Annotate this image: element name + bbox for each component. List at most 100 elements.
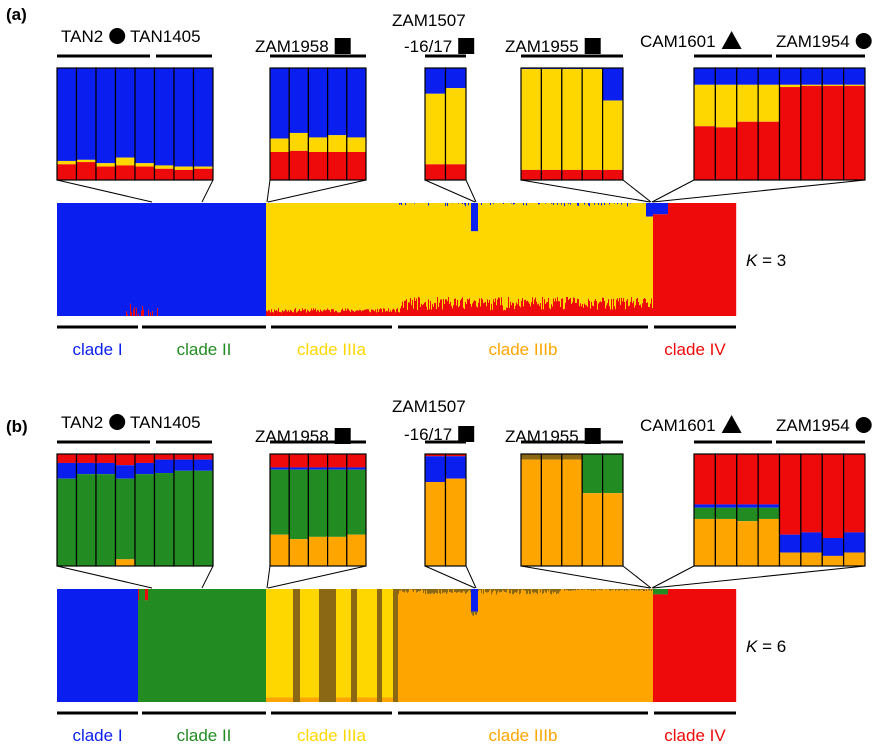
structure-column-brown xyxy=(625,589,627,590)
structure-column-yellow xyxy=(272,203,274,312)
inset-bar-green xyxy=(346,469,366,535)
structure-column-blue xyxy=(60,589,62,702)
structure-column-blue xyxy=(212,203,214,316)
structure-column-orange xyxy=(479,590,481,702)
structure-column-orange xyxy=(549,589,551,702)
filled-circle-icon xyxy=(855,417,872,433)
structure-column-yellow xyxy=(367,203,369,310)
structure-column-brown xyxy=(560,589,562,591)
structure-column-yellow xyxy=(318,589,320,698)
structure-column-red xyxy=(682,589,684,702)
structure-column-yellow xyxy=(509,203,511,309)
structure-column-yellow xyxy=(311,589,313,698)
structure-column-blue xyxy=(254,203,256,316)
structure-column-orange xyxy=(573,590,575,702)
structure-column-orange xyxy=(490,589,492,702)
structure-column-yellow xyxy=(352,203,354,311)
inset-bar-red xyxy=(694,454,716,505)
structure-column-yellow xyxy=(424,203,426,303)
structure-column-red xyxy=(564,308,566,316)
structure-column-yellow xyxy=(315,589,317,698)
structure-column-yellow xyxy=(584,204,586,304)
structure-column-brown xyxy=(422,589,424,591)
structure-column-red xyxy=(733,203,735,316)
structure-column-orange xyxy=(498,590,500,702)
structure-column-red xyxy=(501,297,503,316)
structure-column-orange xyxy=(531,589,533,702)
structure-column-orange xyxy=(274,697,276,702)
structure-column-blue xyxy=(115,589,117,702)
structure-column-orange xyxy=(539,589,541,702)
structure-column-orange xyxy=(563,589,565,702)
inset-bar-yellow xyxy=(193,166,213,169)
structure-column-blue xyxy=(136,589,138,702)
structure-column-green xyxy=(199,589,201,702)
population-label-zam1954: ZAM1954 xyxy=(776,32,850,51)
structure-column-yellow xyxy=(414,203,416,298)
inset-bar-green xyxy=(270,469,290,535)
inset-bar-outline xyxy=(601,453,624,567)
structure-column-blue xyxy=(60,203,62,316)
structure-column-red xyxy=(147,589,149,601)
structure-column-blue xyxy=(239,203,241,316)
structure-column-orange xyxy=(343,697,345,702)
structure-column-yellow xyxy=(492,203,494,310)
inset-bar-yellow xyxy=(694,84,716,127)
structure-column-red xyxy=(637,297,639,316)
structure-column-green xyxy=(264,589,266,702)
zoom-connector xyxy=(520,565,651,589)
structure-column-brown xyxy=(638,589,640,591)
structure-column-blue xyxy=(617,203,619,205)
structure-column-yellow xyxy=(544,203,546,300)
structure-column-yellow xyxy=(557,204,559,298)
structure-column-red xyxy=(665,594,667,702)
structure-column-blue xyxy=(156,203,158,316)
structure-column-orange xyxy=(405,590,407,702)
structure-column-red xyxy=(325,310,327,316)
structure-column-red xyxy=(723,589,725,702)
inset-bar-blue xyxy=(115,465,135,479)
structure-column-blue xyxy=(646,203,648,217)
structure-column-blue xyxy=(129,589,131,702)
structure-column-blue xyxy=(208,203,210,316)
structure-column-orange xyxy=(457,592,459,702)
structure-column-red xyxy=(141,310,143,316)
structure-column-red xyxy=(710,203,712,316)
structure-column-orange xyxy=(428,594,430,702)
structure-column-blue xyxy=(475,203,477,232)
structure-column-blue xyxy=(77,203,79,316)
structure-column-green xyxy=(170,589,172,702)
structure-column-blue xyxy=(134,203,136,308)
structure-column-green xyxy=(224,589,226,702)
structure-column-red xyxy=(465,301,467,316)
structure-column-yellow xyxy=(342,589,344,698)
structure-column-red xyxy=(687,589,689,702)
structure-column-yellow xyxy=(320,203,322,310)
structure-column-red xyxy=(366,309,368,316)
structure-column-brown xyxy=(519,589,521,595)
inset-bar-blue xyxy=(96,68,116,164)
structure-column-blue xyxy=(258,203,260,316)
structure-column-yellow xyxy=(608,203,610,300)
structure-column-blue xyxy=(138,203,140,314)
structure-column-green xyxy=(207,589,209,702)
structure-column-blue xyxy=(176,203,178,316)
structure-column-red xyxy=(145,589,147,601)
structure-column-blue xyxy=(134,589,136,702)
structure-column-yellow xyxy=(398,203,400,312)
structure-column-yellow xyxy=(425,203,427,302)
structure-column-blue xyxy=(213,203,215,316)
structure-column-orange xyxy=(516,593,518,702)
structure-column-brown xyxy=(437,589,439,594)
structure-column-red xyxy=(726,203,728,316)
inset-bar-blue xyxy=(694,504,716,508)
structure-column-blue xyxy=(109,589,111,702)
structure-column-brown xyxy=(567,589,569,591)
structure-column-red xyxy=(532,297,534,316)
structure-column-green xyxy=(151,589,153,702)
inset-bar-red xyxy=(843,454,865,533)
structure-column-red xyxy=(510,301,512,316)
structure-column-green xyxy=(153,589,155,702)
structure-column-yellow xyxy=(369,589,371,698)
structure-column-red xyxy=(726,589,728,702)
